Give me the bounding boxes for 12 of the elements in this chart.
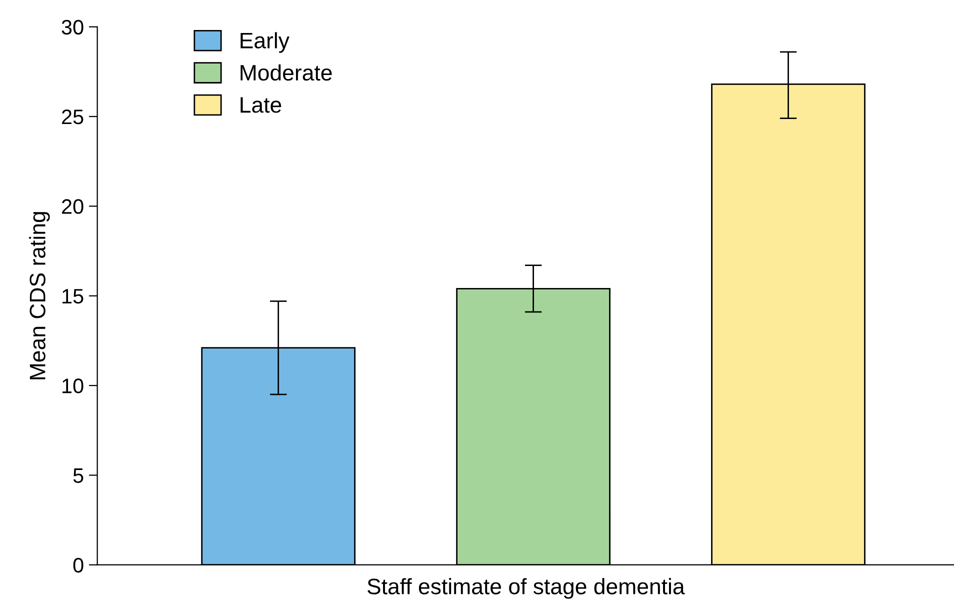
y-tick-label: 0: [73, 558, 84, 573]
legend-label: Moderate: [240, 64, 332, 81]
y-axis-title: Mean CDS rating: [29, 212, 50, 380]
y-tick-label: 20: [62, 199, 84, 214]
legend-label: Late: [240, 97, 282, 113]
y-tick-label: 25: [62, 110, 84, 124]
y-tick-label: 10: [62, 378, 84, 394]
y-tick-label: 30: [62, 20, 84, 35]
legend-label: Early: [240, 32, 290, 53]
x-axis-title: Staff estimate of stage dementia: [368, 578, 685, 599]
y-tick-label: 15: [62, 289, 84, 304]
y-tick-label: 5: [73, 468, 84, 483]
